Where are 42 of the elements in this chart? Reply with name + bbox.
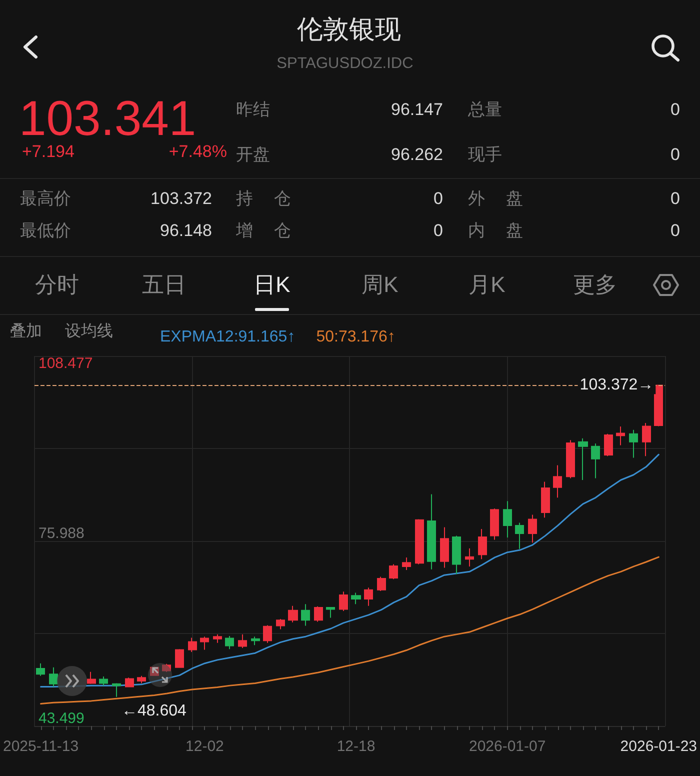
x-tick-label: 2026-01-07 xyxy=(468,738,546,755)
x-tick-label: 2025-11-13 xyxy=(2,738,79,755)
text: 最低价 xyxy=(20,221,71,241)
y-tick-label: 43.499 xyxy=(38,710,84,727)
text: 伦敦银现 xyxy=(296,13,402,45)
text: 0 xyxy=(434,221,443,241)
annotation: ←48.604 xyxy=(121,702,186,720)
text: 0 xyxy=(670,221,680,241)
x-tick-label: 12-18 xyxy=(336,738,376,755)
text: 内 盘 xyxy=(468,221,523,241)
text: 外 盘 xyxy=(468,189,523,209)
text: 96.148 xyxy=(160,221,212,241)
text: 日K xyxy=(252,272,292,298)
text: 0 xyxy=(670,145,680,165)
text: 0 xyxy=(434,189,443,209)
text: 周K xyxy=(360,272,400,298)
text: 增 仓 xyxy=(236,221,291,241)
text: EXPMA12:91.165↑ xyxy=(160,328,296,346)
text: 0 xyxy=(670,189,680,209)
text: 月K xyxy=(468,272,506,298)
text: 五日 xyxy=(141,272,187,298)
text: 现手 xyxy=(468,145,502,165)
text: 持 仓 xyxy=(236,189,291,209)
text: 0 xyxy=(670,100,680,120)
text: 50:73.176↑ xyxy=(316,328,396,346)
text: 总量 xyxy=(468,100,502,120)
annotation: 103.372→ xyxy=(580,376,654,394)
x-tick-label: 12-02 xyxy=(186,738,224,755)
text: 103.372 xyxy=(150,189,212,209)
text: 更多 xyxy=(572,272,618,298)
text: 96.262 xyxy=(391,145,443,165)
text: 设均线 xyxy=(65,322,113,342)
text: 最高价 xyxy=(20,189,71,209)
x-tick-label: 2026-01-23 xyxy=(620,738,698,755)
y-tick-label: 75.988 xyxy=(38,525,84,542)
text: 96.147 xyxy=(391,100,443,120)
text: SPTAGUSDOZ.IDC xyxy=(276,54,414,74)
text: 叠加 xyxy=(10,322,42,342)
text: 分时 xyxy=(34,272,80,298)
text: 开盘 xyxy=(236,145,270,165)
text: 昨结 xyxy=(236,100,270,120)
y-tick-label: 108.477 xyxy=(38,355,93,372)
